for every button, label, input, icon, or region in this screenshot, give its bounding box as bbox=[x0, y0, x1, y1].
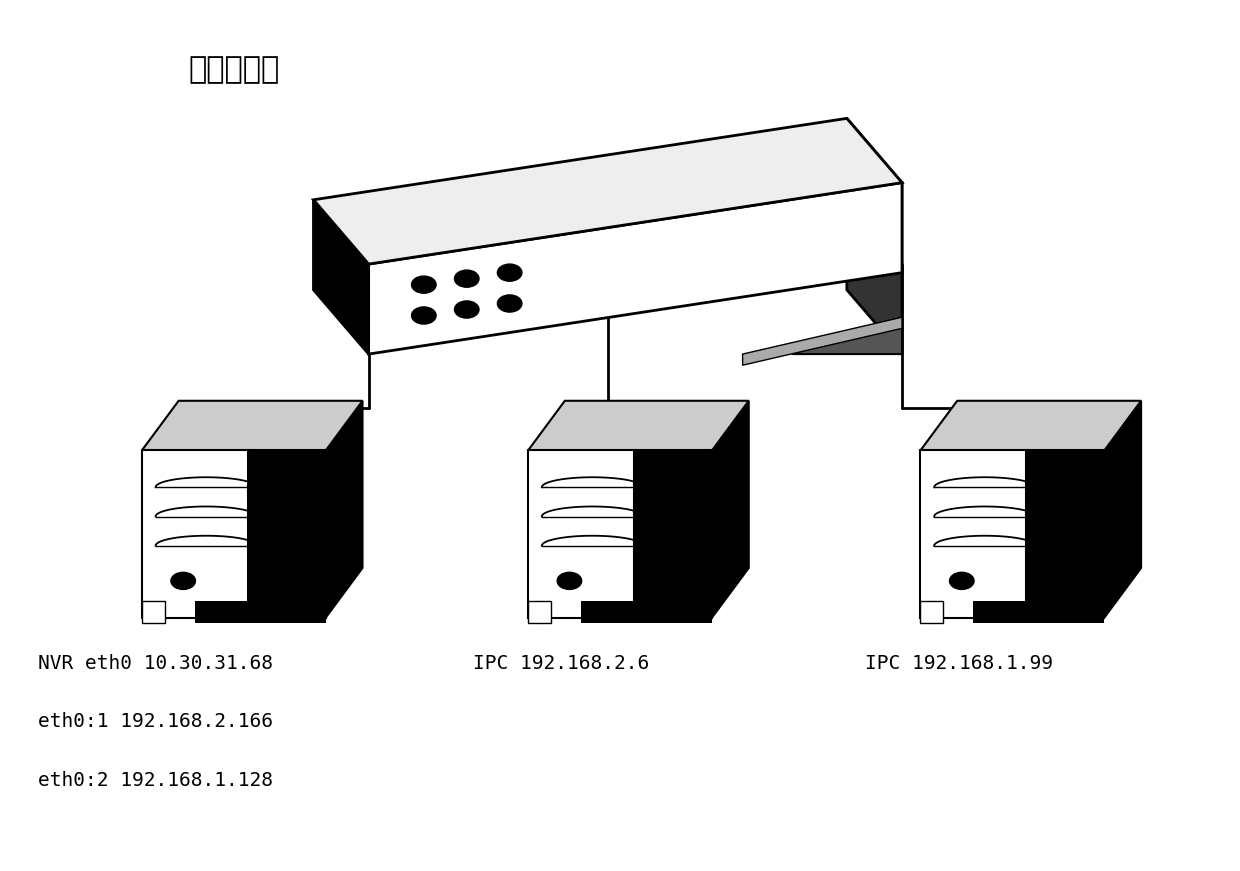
Circle shape bbox=[497, 264, 522, 281]
Bar bbox=[920, 601, 944, 623]
Polygon shape bbox=[326, 401, 362, 618]
Polygon shape bbox=[743, 317, 901, 365]
Circle shape bbox=[497, 295, 522, 312]
Bar bbox=[528, 601, 551, 623]
Polygon shape bbox=[141, 401, 362, 450]
Polygon shape bbox=[1027, 450, 1105, 618]
Polygon shape bbox=[791, 317, 901, 354]
Circle shape bbox=[412, 307, 436, 324]
Text: 二层交换机: 二层交换机 bbox=[188, 55, 280, 84]
Bar bbox=[647, 601, 712, 623]
Polygon shape bbox=[1105, 401, 1141, 618]
Text: eth0:1 192.168.2.166: eth0:1 192.168.2.166 bbox=[37, 712, 273, 732]
Bar bbox=[1040, 601, 1105, 623]
Polygon shape bbox=[314, 199, 368, 354]
Circle shape bbox=[950, 572, 975, 590]
Bar bbox=[195, 601, 273, 623]
Polygon shape bbox=[528, 401, 749, 450]
Circle shape bbox=[455, 301, 479, 318]
Text: IPC 192.168.1.99: IPC 192.168.1.99 bbox=[866, 654, 1053, 673]
Polygon shape bbox=[920, 401, 1141, 450]
Circle shape bbox=[557, 572, 582, 590]
Polygon shape bbox=[528, 450, 634, 618]
Polygon shape bbox=[920, 450, 1027, 618]
Circle shape bbox=[412, 276, 436, 294]
Text: NVR eth0 10.30.31.68: NVR eth0 10.30.31.68 bbox=[37, 654, 273, 673]
Polygon shape bbox=[634, 450, 712, 618]
Bar bbox=[973, 601, 1052, 623]
Text: IPC 192.168.2.6: IPC 192.168.2.6 bbox=[472, 654, 649, 673]
Polygon shape bbox=[141, 450, 248, 618]
Polygon shape bbox=[314, 118, 901, 264]
Circle shape bbox=[171, 572, 196, 590]
Bar bbox=[580, 601, 660, 623]
Polygon shape bbox=[248, 450, 326, 618]
Circle shape bbox=[455, 270, 479, 287]
Bar bbox=[262, 601, 326, 623]
Polygon shape bbox=[847, 118, 901, 354]
Text: eth0:2 192.168.1.128: eth0:2 192.168.1.128 bbox=[37, 771, 273, 790]
Polygon shape bbox=[712, 401, 749, 618]
Bar bbox=[141, 601, 165, 623]
Polygon shape bbox=[368, 183, 901, 354]
